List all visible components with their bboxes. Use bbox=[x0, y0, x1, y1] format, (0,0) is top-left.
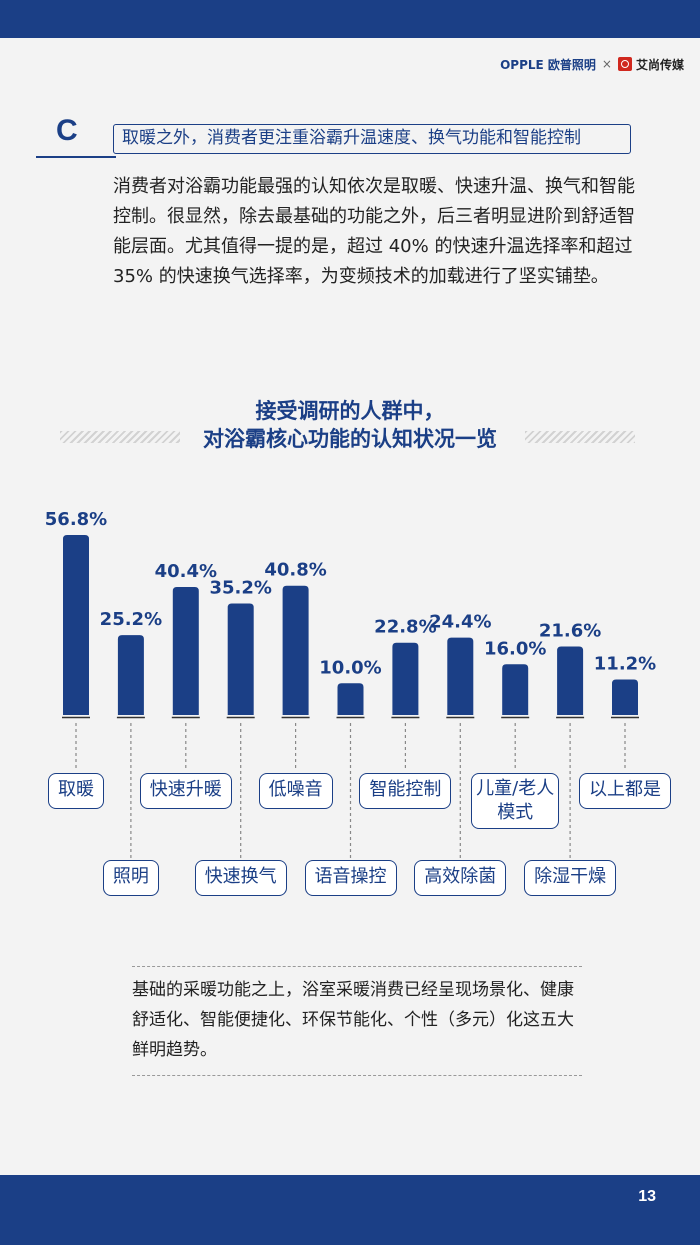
bar-value-label: 40.4% bbox=[155, 561, 217, 582]
bar bbox=[172, 586, 199, 715]
category-label: 照明 bbox=[102, 860, 159, 896]
intro-paragraph: 消费者对浴霸功能最强的认知依次是取暖、快速升温、换气和智能控制。很显然，除去最基… bbox=[113, 176, 635, 287]
bar-value-label: 40.8% bbox=[264, 560, 326, 581]
bar bbox=[447, 637, 474, 715]
category-label: 以上都是 bbox=[579, 773, 671, 809]
section-letter: C bbox=[56, 114, 78, 147]
top-banner bbox=[0, 0, 700, 38]
bar-value-label: 10.0% bbox=[319, 657, 381, 678]
bar bbox=[282, 585, 309, 715]
category-label: 快速换气 bbox=[194, 860, 287, 896]
section-title: 取暖之外，消费者更注重浴霸升温速度、换气功能和智能控制 bbox=[113, 124, 631, 154]
section-underline bbox=[36, 156, 116, 158]
bottom-banner bbox=[0, 1175, 700, 1245]
bar bbox=[337, 683, 364, 715]
category-label: 语音操控 bbox=[304, 860, 397, 896]
category-label: 高效除菌 bbox=[414, 860, 507, 896]
bar bbox=[502, 664, 529, 715]
bar-value-label: 35.2% bbox=[209, 577, 271, 598]
category-label: 低噪音 bbox=[258, 773, 333, 809]
bar bbox=[117, 635, 144, 715]
partner-seal-icon bbox=[617, 57, 632, 71]
bar-value-label: 25.2% bbox=[100, 609, 162, 630]
bar-chart: 56.8% 25.2% 40.4%35.2%40.8% 10.0% 22.8%24.4%… bbox=[45, 509, 656, 858]
brand-logos: OPPLE 欧普照明 × 艾尚传媒 bbox=[500, 52, 684, 76]
page-number: 13 bbox=[638, 1188, 656, 1205]
bar-value-label: 11.2% bbox=[594, 654, 656, 675]
bar bbox=[63, 535, 89, 715]
category-label: 快速升暖 bbox=[139, 773, 232, 809]
bar-value-label: 16.0% bbox=[484, 638, 546, 659]
bar bbox=[392, 642, 419, 715]
chart-title-line2: 对浴霸核心功能的认知状况一览 bbox=[203, 427, 497, 451]
title-decoration-left bbox=[60, 431, 180, 443]
brand-separator: × bbox=[601, 57, 612, 71]
bar bbox=[227, 603, 254, 715]
bar-value-label: 22.8% bbox=[374, 617, 436, 638]
category-label: 取暖 bbox=[48, 773, 104, 809]
bar-value-label: 21.6% bbox=[539, 621, 601, 642]
callout-box: 基础的采暖功能之上，浴室采暖消费已经呈现场景化、健康舒适化、智能便捷化、环保节能… bbox=[132, 966, 582, 1076]
category-label: 除湿干燥 bbox=[524, 860, 617, 896]
partner-name: 艾尚传媒 bbox=[635, 57, 684, 72]
chart-title-line1: 接受调研的人群中， bbox=[255, 399, 445, 423]
partner-logo: 艾尚传媒 bbox=[617, 56, 684, 73]
bar-value-label: 56.8% bbox=[45, 509, 107, 530]
bar bbox=[557, 646, 584, 715]
category-label: 智能控制 bbox=[359, 773, 452, 809]
opple-logo: OPPLE 欧普照明 bbox=[500, 57, 596, 72]
category-label: 儿童/老人模式 bbox=[471, 773, 560, 829]
title-decoration-right bbox=[525, 431, 635, 443]
bar-value-label: 24.4% bbox=[429, 612, 491, 633]
bar bbox=[612, 679, 638, 715]
chart-title: 接受调研的人群中， 对浴霸核心功能的认知状况一览 bbox=[0, 397, 700, 453]
